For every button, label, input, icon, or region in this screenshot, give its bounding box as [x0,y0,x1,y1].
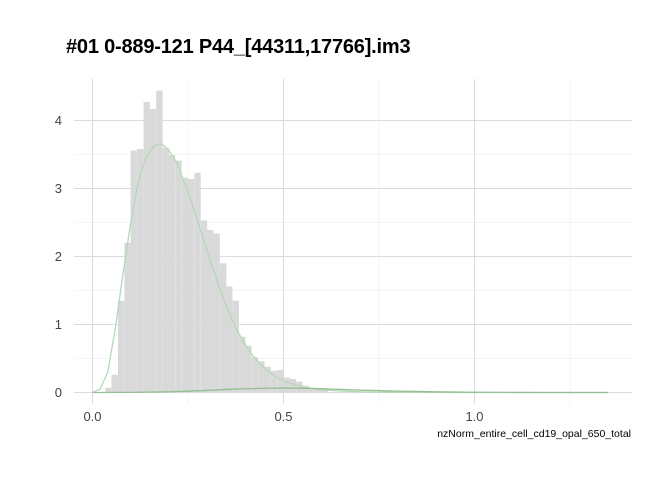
histogram-bar [226,286,233,393]
histogram-bar [149,108,157,393]
histogram-bar [277,370,284,393]
x-tick-label: 0.5 [274,409,292,424]
density-curves [92,142,609,394]
histogram-bar [124,242,131,393]
histogram-bar [206,229,214,393]
x-tick-label: 0.0 [83,409,101,424]
histogram-bar [111,374,118,393]
histogram-bar [264,366,271,393]
y-tick-label: 1 [55,317,62,332]
y-tick-label: 4 [55,113,62,128]
histogram-bar [143,102,150,393]
histogram-bar [213,233,220,393]
x-axis-tick-labels: 0.0 0.5 1.0 [83,409,483,424]
histogram-bar [308,387,316,393]
histogram-bar [162,147,170,393]
histogram-bar [156,90,163,393]
histogram-bar [181,177,189,393]
histogram-bar [283,377,290,393]
x-axis-label: nzNorm_entire_cell_cd19_opal_650_total [437,428,631,440]
histogram-bar [251,357,259,393]
histogram-bar [232,300,239,393]
y-tick-label: 0 [55,385,62,400]
y-tick-label: 2 [55,249,62,264]
histogram-bar [296,381,303,393]
histogram-bar [239,336,246,393]
density-curve [92,142,609,394]
histogram-bar [130,150,137,393]
histogram-bar [187,178,195,393]
x-tick-label: 1.0 [465,409,483,424]
histogram-bar [258,361,265,393]
histogram-bar [168,155,176,393]
histogram-bar [321,390,328,393]
histogram-bar [175,160,182,393]
histogram-bar [302,385,309,393]
y-axis-tick-labels: 0 1 2 3 4 [55,113,62,400]
histogram-bar [200,220,208,393]
histogram-bar [117,300,125,393]
histogram-bars [105,90,328,393]
histogram-bar [105,387,112,393]
histogram-bar [289,378,297,393]
histogram-bar [245,345,252,393]
histogram-bar [137,149,144,393]
histogram-bar [194,172,201,393]
y-tick-label: 3 [55,181,62,196]
chart-title: #01 0-889-121 P44_[44311,17766].im3 [66,36,411,58]
density-curve [92,387,609,394]
histogram-bar [270,370,278,393]
histogram-bar [219,263,227,393]
histogram-bar [315,389,322,393]
